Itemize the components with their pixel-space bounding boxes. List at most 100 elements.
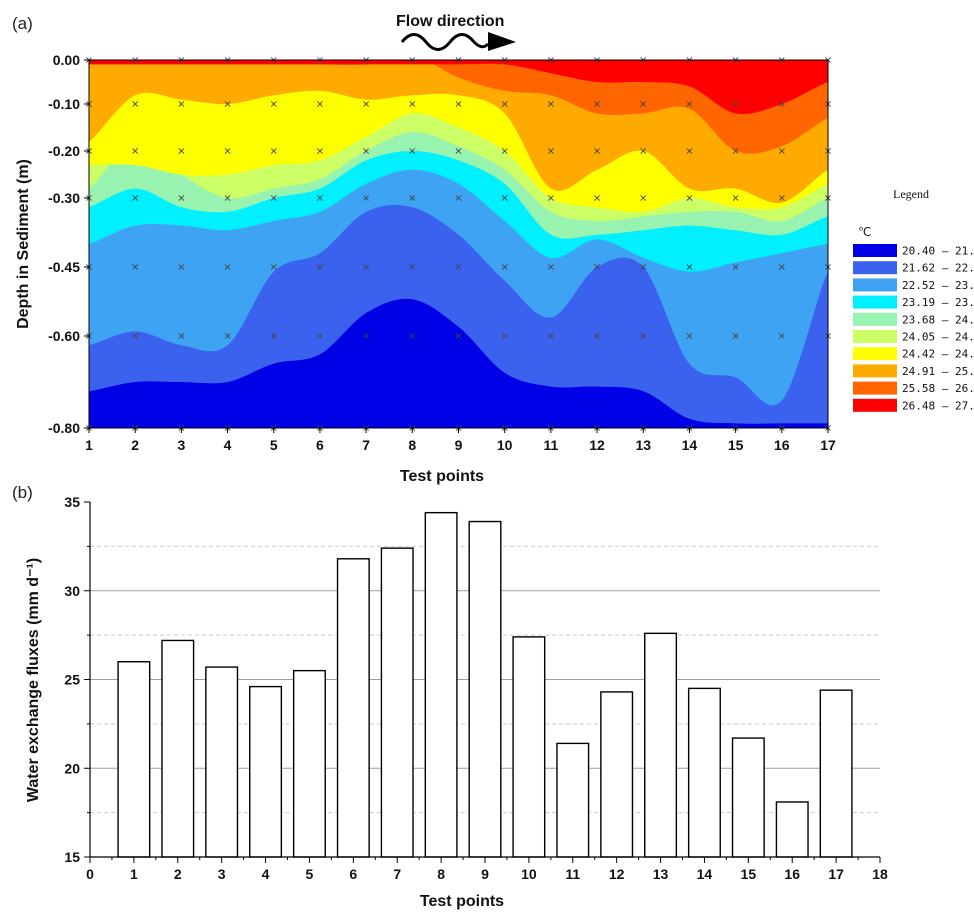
legend-label: 24.91 – 25.58 bbox=[902, 365, 974, 378]
x-axis-title-b: Test points bbox=[420, 893, 504, 910]
legend-label: 24.05 – 24.42 bbox=[902, 331, 974, 344]
x-tick-label-a: 5 bbox=[270, 437, 278, 453]
legend-label: 25.58 – 26.48 bbox=[902, 382, 974, 395]
x-tick-label-a: 4 bbox=[224, 437, 232, 453]
x-tick-label-a: 2 bbox=[131, 437, 139, 453]
panel-b-tag: (b) bbox=[12, 483, 33, 502]
bars bbox=[117, 511, 853, 858]
sample-marker bbox=[501, 333, 508, 339]
x-tick-label-b: 1 bbox=[130, 866, 138, 882]
sample-marker bbox=[455, 264, 462, 270]
flow-arrow-icon bbox=[400, 32, 516, 51]
legend-swatch bbox=[853, 364, 897, 378]
sample-marker bbox=[501, 101, 508, 107]
bar-test-point-3 bbox=[205, 666, 239, 858]
sample-marker bbox=[270, 264, 277, 270]
sample-marker bbox=[317, 148, 323, 154]
y-tick-label-a: -0.20 bbox=[48, 143, 80, 159]
x-tick-label-b: 18 bbox=[872, 866, 888, 882]
y-tick-label-a: -0.80 bbox=[48, 420, 80, 436]
bar-test-point-5 bbox=[292, 669, 326, 858]
legend-unit: ℃ bbox=[858, 225, 871, 239]
bar-test-point-1 bbox=[117, 661, 151, 858]
panel-a: (a) Flow direction 1 2 3 4 5 6 7 8 9 10 11 12 13 14 15… bbox=[12, 13, 974, 485]
x-tick-label-b: 14 bbox=[697, 866, 713, 882]
legend-swatch bbox=[853, 295, 897, 309]
legend-label: 23.68 – 24.05 bbox=[902, 313, 974, 326]
sample-marker bbox=[547, 148, 554, 154]
sample-marker bbox=[594, 333, 600, 339]
legend: Legend ℃ 20.40 – 21.62 21.62 – 22.52 22.52… bbox=[853, 187, 974, 412]
x-tick-label-b: 7 bbox=[393, 866, 401, 882]
sample-marker bbox=[132, 195, 139, 201]
x-tick-label-b: 11 bbox=[565, 866, 580, 882]
sample-marker bbox=[594, 264, 600, 270]
sample-marker bbox=[594, 101, 600, 107]
sample-marker bbox=[732, 148, 739, 154]
sample-marker bbox=[640, 101, 647, 107]
sample-marker bbox=[178, 148, 185, 154]
bar-test-point-6 bbox=[336, 558, 370, 858]
y-tick-label-a: 0.00 bbox=[53, 52, 80, 68]
sample-marker bbox=[224, 101, 231, 107]
legend-label: 21.62 – 22.52 bbox=[902, 262, 974, 275]
x-tick-label-a: 10 bbox=[497, 437, 513, 453]
x-tick-label-b: 13 bbox=[653, 866, 669, 882]
sample-marker bbox=[547, 101, 554, 107]
sample-marker bbox=[132, 333, 139, 339]
sample-marker bbox=[224, 333, 231, 339]
legend-swatch bbox=[853, 347, 897, 361]
x-tick-label-a: 3 bbox=[177, 437, 185, 453]
legend-label: 20.40 – 21.62 bbox=[902, 245, 974, 258]
bar-test-point-16 bbox=[775, 801, 809, 858]
sample-marker bbox=[501, 264, 508, 270]
y-axis-title-b: Water exchange fluxes (mm d⁻¹) bbox=[25, 558, 42, 802]
sample-marker bbox=[178, 195, 185, 201]
y-tick-label-a: -0.60 bbox=[48, 328, 80, 344]
sample-marker bbox=[686, 264, 693, 270]
sample-marker bbox=[224, 195, 231, 201]
x-tick-label-b: 9 bbox=[481, 866, 489, 882]
x-tick-label-a: 11 bbox=[543, 437, 558, 453]
axes-a: 1 2 3 4 5 6 7 8 9 10 11 12 13 14 15 16 170.00-0.10-0.20-… bbox=[48, 52, 836, 453]
sample-marker bbox=[455, 333, 462, 339]
legend-swatch bbox=[853, 278, 897, 292]
x-tick-label-b: 4 bbox=[262, 866, 270, 882]
sample-marker bbox=[224, 148, 231, 154]
sample-marker bbox=[270, 333, 277, 339]
sample-marker bbox=[363, 101, 370, 107]
x-tick-label-b: 17 bbox=[828, 866, 844, 882]
panel-a-tag: (a) bbox=[12, 14, 33, 33]
y-tick-label-b: 25 bbox=[64, 672, 80, 688]
sample-marker bbox=[686, 195, 693, 201]
sample-marker bbox=[547, 333, 554, 339]
temperature-zone-8 bbox=[89, 60, 828, 154]
x-tick-label-a: 16 bbox=[774, 437, 790, 453]
contour-map bbox=[89, 60, 828, 428]
legend-swatch bbox=[853, 381, 897, 395]
sample-marker bbox=[640, 195, 647, 201]
x-tick-label-b: 3 bbox=[218, 866, 226, 882]
sample-marker bbox=[594, 148, 600, 154]
y-tick-label-b: 20 bbox=[64, 760, 80, 776]
sample-marker bbox=[409, 333, 416, 339]
legend-label: 23.19 – 23.68 bbox=[902, 296, 974, 309]
sample-marker bbox=[732, 264, 739, 270]
sample-marker bbox=[409, 101, 416, 107]
x-tick-label-b: 6 bbox=[349, 866, 357, 882]
bar-test-point-10 bbox=[512, 636, 546, 858]
bar-test-point-12 bbox=[600, 691, 634, 858]
x-tick-label-b: 10 bbox=[521, 866, 537, 882]
sample-marker bbox=[547, 195, 554, 201]
bar-test-point-11 bbox=[556, 742, 590, 858]
sample-marker bbox=[455, 195, 462, 201]
x-tick-label-a: 8 bbox=[408, 437, 416, 453]
legend-title: Legend bbox=[893, 187, 929, 201]
bar-test-point-8 bbox=[424, 511, 458, 858]
y-tick-label-a: -0.10 bbox=[48, 96, 80, 112]
x-tick-label-a: 1 bbox=[85, 437, 93, 453]
y-tick-label-b: 35 bbox=[64, 494, 80, 510]
sample-marker bbox=[501, 148, 508, 154]
x-tick-label-b: 2 bbox=[174, 866, 182, 882]
sample-marker bbox=[778, 195, 785, 201]
